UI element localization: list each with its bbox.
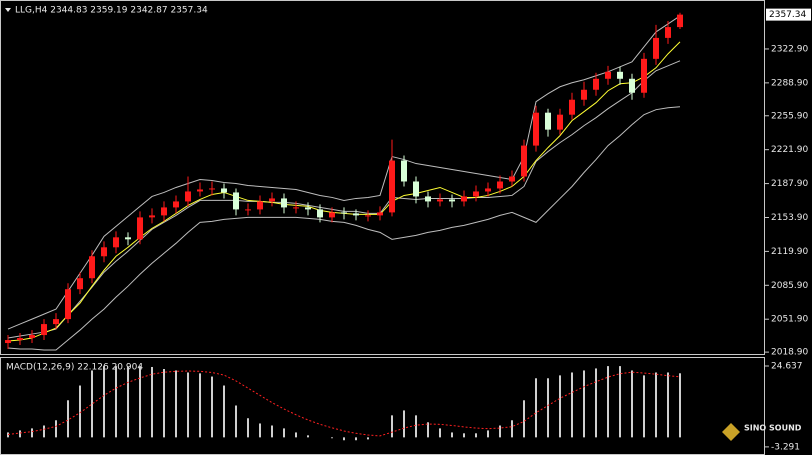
candle-body	[53, 319, 59, 325]
y-tick-label: 2187.90	[771, 179, 808, 189]
candle-body	[641, 58, 647, 93]
candle-body	[353, 213, 359, 216]
candle-body	[365, 215, 371, 217]
moving-average	[7, 41, 681, 342]
y-tick-label: 2322.90	[771, 44, 808, 54]
candle-body	[161, 207, 167, 216]
candle-body	[521, 145, 527, 177]
candle-body	[113, 237, 119, 248]
candle-body	[209, 188, 215, 190]
menu-arrow	[5, 8, 11, 12]
candle-body	[617, 71, 623, 79]
bollinger-band	[7, 106, 681, 351]
candle-body	[593, 78, 599, 90]
candle-body	[509, 176, 515, 182]
candle-body	[425, 196, 431, 202]
candle-body	[569, 99, 575, 115]
candle-body	[149, 215, 155, 218]
y-tick-label: 2288.90	[771, 78, 808, 88]
candle-body	[173, 201, 179, 208]
candle-body	[5, 340, 11, 344]
candle-body	[437, 199, 443, 202]
price-title: LLG,H4 2344.83 2359.19 2342.87 2357.34	[15, 6, 208, 16]
candle-body	[581, 89, 587, 100]
candle-body	[101, 247, 107, 257]
candle-body	[257, 201, 263, 210]
candle-body	[665, 27, 671, 38]
candle-body	[389, 160, 395, 213]
macd-title: MACD(12,26,9) 22.126 20.904	[6, 363, 143, 373]
candle-body	[329, 212, 335, 218]
candle-body	[677, 14, 683, 28]
logo-text: SINO SOUND	[744, 424, 802, 433]
candle-body	[605, 71, 611, 79]
y-tick-label: 2018.90	[771, 348, 808, 358]
candle-body	[125, 237, 131, 240]
y-tick-label: 2085.90	[771, 281, 808, 291]
candle-body	[341, 212, 347, 214]
candle-body	[233, 192, 239, 210]
candle-body	[557, 114, 563, 130]
y-tick-label: 2153.90	[771, 213, 808, 223]
candle-body	[197, 189, 203, 192]
bollinger-band	[7, 15, 681, 330]
candle-body	[413, 181, 419, 197]
candle-body	[629, 78, 635, 93]
candle-body	[137, 217, 143, 240]
y-tick-label: 2119.90	[771, 247, 808, 257]
signal-line	[7, 370, 681, 437]
y-tick-label: -3.291	[771, 442, 800, 452]
candle-body	[533, 112, 539, 146]
y-tick-label: 24.637	[771, 362, 803, 372]
candle-body	[485, 188, 491, 192]
candle-body	[305, 207, 311, 210]
candle-body	[41, 324, 47, 336]
candle-body	[17, 338, 23, 341]
candle-body	[401, 160, 407, 182]
bollinger-band	[7, 60, 681, 339]
candle-body	[473, 191, 479, 197]
y-tick-label: 2051.90	[771, 315, 808, 325]
watermark: SINO SOUND	[722, 423, 802, 441]
candle-body	[221, 188, 227, 193]
candle-body	[281, 198, 287, 208]
current-price-box	[766, 8, 811, 21]
y-tick-label: 2221.90	[771, 145, 808, 155]
current-price-label: 2357.34	[769, 10, 806, 20]
candle-body	[269, 198, 275, 202]
logo-icon	[722, 423, 740, 441]
candle-body	[185, 191, 191, 202]
candle-body	[497, 181, 503, 189]
candle-body	[449, 199, 455, 202]
candle-body	[293, 207, 299, 209]
price-panel-frame	[0, 0, 765, 355]
candle-body	[317, 209, 323, 218]
candle-body	[653, 37, 659, 59]
candle-body	[545, 112, 551, 130]
candle-body	[245, 209, 251, 211]
candle-body	[77, 278, 83, 290]
candle-body	[29, 335, 35, 339]
candle-body	[377, 212, 383, 216]
y-tick-label: 2255.90	[771, 111, 808, 121]
candle-body	[65, 289, 71, 320]
candle-body	[89, 256, 95, 279]
candle-body	[461, 196, 467, 202]
